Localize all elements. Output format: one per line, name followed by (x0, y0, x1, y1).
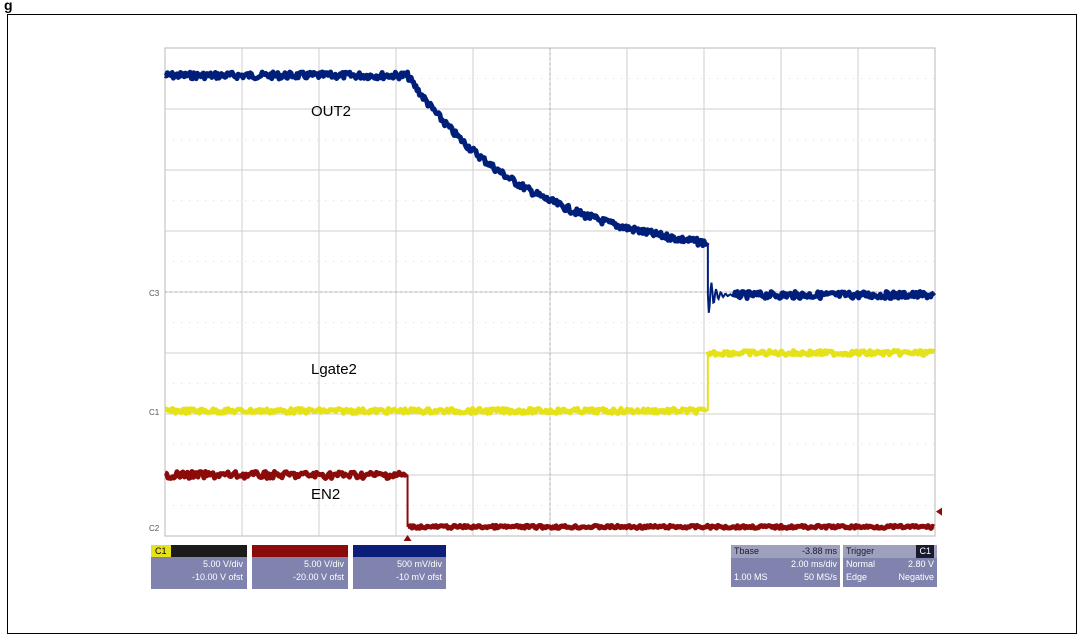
channel-1-volts-div: 5.00 V/div (202, 559, 243, 569)
timebase-label: Tbase (734, 546, 760, 556)
trigger-level-marker (936, 507, 942, 516)
channel-bar-2 (252, 545, 348, 557)
trigger-badge: C1 (916, 545, 934, 558)
timebase-position: -3.88 ms (801, 546, 837, 556)
channel-box-2: 5.00 V/div -20.00 V ofst (252, 545, 348, 589)
channel-bar-1 (170, 545, 247, 557)
series-line-lgate2 (164, 406, 709, 416)
series-label-lgate2: Lgate2 (311, 361, 357, 378)
series-line-out2 (163, 69, 710, 249)
timebase-samples: 1.00 MS (734, 572, 768, 582)
channel-marker-c3: C3 (149, 289, 160, 298)
traces (163, 69, 937, 531)
trigger-time-marker (403, 535, 412, 541)
channel-tag-1: C1 (151, 545, 171, 557)
series-line-en2-low (406, 522, 935, 531)
grid (164, 47, 936, 537)
timebase-box: Tbase -3.88 ms 2.00 ms/div 1.00 MS 50 MS… (731, 545, 840, 587)
trigger-level: 2.80 V (907, 559, 934, 569)
channel-marker-c1: C1 (149, 408, 160, 417)
timebase-rate: 2.00 ms/div (790, 559, 837, 569)
series-line-en2 (164, 469, 409, 481)
channel-2-offset: -20.00 V ofst (292, 572, 344, 582)
series-label-out2: OUT2 (311, 103, 351, 120)
channel-3-volts-div: 500 mV/div (396, 559, 442, 569)
trigger-slope: Negative (898, 572, 934, 582)
series-label-en2: EN2 (311, 486, 340, 503)
channel-3-offset: -10 mV ofst (395, 572, 442, 582)
channel-marker-c2: C2 (149, 524, 160, 533)
channel-2-volts-div: 5.00 V/div (303, 559, 344, 569)
channel-box-3: 500 mV/div -10 mV ofst (353, 545, 446, 589)
channel-markers: C3 C1 C2 (149, 289, 942, 541)
trigger-label: Trigger (846, 546, 875, 556)
channel-bar-3 (353, 545, 446, 557)
trigger-type: Edge (846, 572, 868, 582)
figure-label: g (4, 0, 13, 13)
channel-1-offset: -10.00 V ofst (191, 572, 243, 582)
series-ringing-out2 (706, 243, 735, 313)
series-line-lgate2-high (705, 348, 936, 358)
trigger-box: Trigger C1 Normal 2.80 V Edge Negative (843, 545, 937, 587)
series-line-out2-low (731, 289, 937, 301)
timebase-sample-rate: 50 MS/s (803, 572, 837, 582)
trigger-mode: Normal (846, 559, 876, 569)
channel-box-1: C1 5.00 V/div -10.00 V ofst (151, 545, 247, 589)
